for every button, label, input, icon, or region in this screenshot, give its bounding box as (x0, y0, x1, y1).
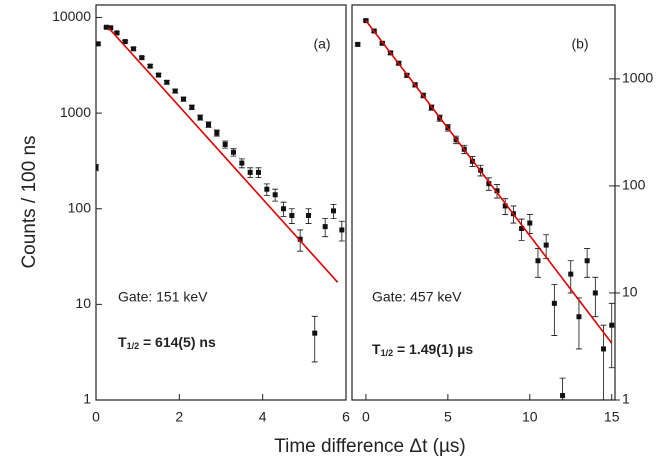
error-bar (608, 302, 615, 369)
x-tick-label: 0 (362, 409, 370, 425)
data-point (256, 169, 261, 175)
x-tick-label: 2 (175, 409, 183, 425)
half-life-symbol: T (118, 334, 127, 350)
data-point (609, 322, 615, 328)
data-point (289, 212, 295, 218)
data-point (96, 41, 101, 47)
x-axis-title: Time difference Δt (µs) (274, 436, 466, 457)
data-point (297, 236, 303, 242)
data-point (222, 141, 228, 147)
data-point (527, 220, 533, 226)
error-bar (575, 297, 582, 350)
data-point (247, 169, 253, 175)
data-point (108, 25, 114, 31)
data-point (535, 258, 541, 264)
data-point (592, 290, 598, 296)
half-life: T1/2 = 1.49(1) µs (372, 341, 473, 359)
y-tick-label: 1 (83, 391, 91, 407)
fit-line (365, 20, 613, 344)
data-point (214, 130, 220, 136)
y-axis-title: Counts / 100 ns (19, 135, 40, 268)
data-point (486, 181, 492, 187)
data-point (576, 314, 582, 320)
x-tick-label: 5 (444, 409, 452, 425)
gate-label: Gate: 457 keV (372, 289, 462, 305)
data-point (584, 258, 590, 264)
data-point (601, 346, 607, 352)
x-tick-label: 10 (522, 409, 538, 425)
y-tick-label: 1000 (60, 104, 91, 120)
data-point (306, 212, 311, 218)
data-point (172, 88, 178, 94)
data-point (114, 30, 120, 36)
plot-frame (351, 4, 616, 401)
gate-label: Gate: 151 keV (118, 289, 208, 305)
error-bar (96, 164, 99, 172)
data-point (206, 121, 211, 127)
data-point (543, 242, 549, 248)
data-point (502, 203, 508, 209)
data-point (103, 24, 109, 30)
half-life-value: = 614(5) ns (139, 334, 216, 350)
data-point (197, 114, 203, 120)
x-tick-label: 0 (92, 409, 100, 425)
data-point (122, 39, 128, 45)
data-point (264, 186, 270, 192)
data-point (181, 96, 186, 102)
y-tick-label: 10 (75, 295, 91, 311)
y-tick-label: 100 (622, 177, 646, 193)
data-point (355, 41, 361, 47)
data-point (131, 46, 136, 52)
half-life-subscript: 1/2 (381, 348, 394, 358)
y-tick-label: 1 (622, 391, 630, 407)
data-point (331, 208, 336, 214)
error-bar (551, 284, 558, 336)
y-tick-label: 10000 (52, 8, 91, 24)
plot-area (354, 18, 615, 400)
data-point (519, 226, 525, 232)
data-point (281, 206, 286, 212)
data-point (239, 160, 245, 166)
data-point (312, 330, 318, 336)
x-tick-label: 6 (342, 409, 350, 425)
data-point (139, 55, 145, 61)
data-point (339, 227, 345, 233)
error-bar (600, 324, 607, 400)
panel-label: (b) (571, 36, 588, 52)
y-tick-label: 100 (68, 199, 92, 215)
plot-frame (95, 4, 347, 401)
data-point (96, 164, 99, 170)
panel-label: (a) (313, 36, 330, 52)
x-tick-label: 4 (259, 409, 267, 425)
data-point (231, 149, 236, 155)
data-point (551, 300, 557, 306)
half-life-subscript: 1/2 (127, 341, 140, 351)
fit-line (107, 27, 339, 283)
data-point (560, 393, 566, 399)
half-life: T1/2 = 614(5) ns (118, 334, 216, 352)
data-point (189, 104, 195, 110)
data-point (494, 188, 500, 194)
data-point (156, 72, 161, 78)
half-life-value: = 1.49(1) µs (393, 341, 473, 357)
data-point (568, 271, 574, 277)
data-point (322, 224, 328, 230)
error-bar (592, 276, 599, 318)
y-tick-label: 10 (622, 284, 638, 300)
data-point (272, 192, 278, 198)
error-bar (311, 315, 318, 363)
plot-area (96, 24, 345, 363)
data-point (164, 79, 170, 85)
y-tick-label: 1000 (622, 70, 653, 86)
half-life-symbol: T (372, 341, 381, 357)
x-tick-label: 15 (604, 409, 620, 425)
data-point (147, 63, 153, 69)
